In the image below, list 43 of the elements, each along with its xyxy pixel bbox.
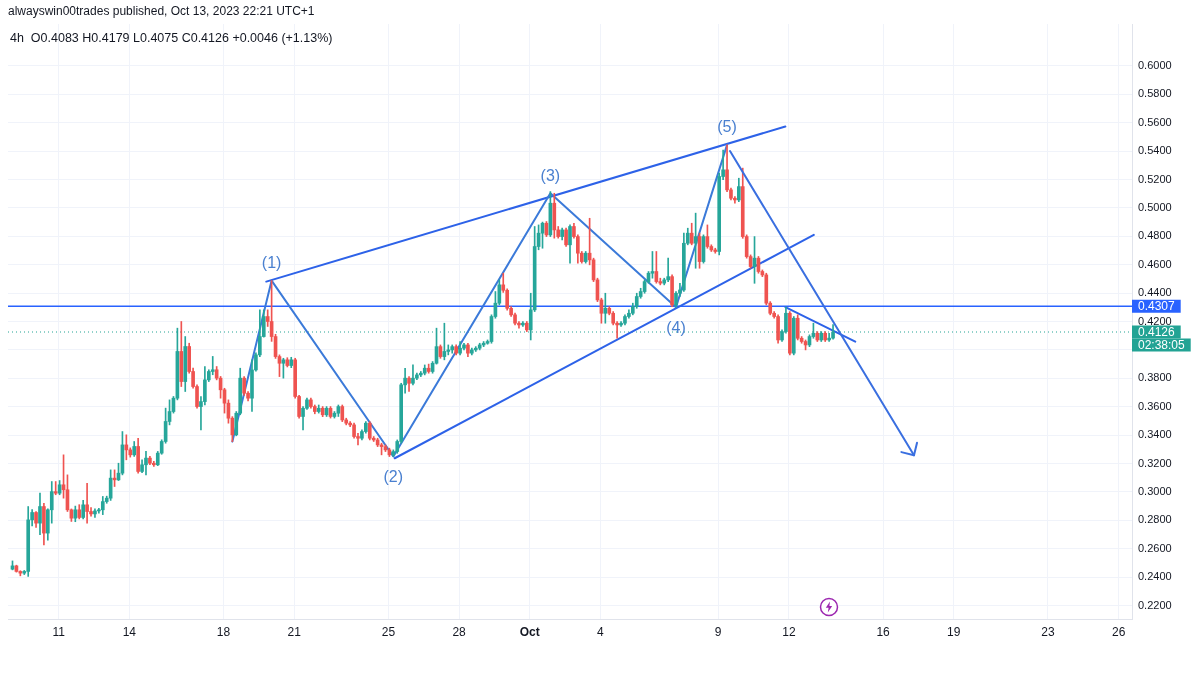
y-tick-label: 0.3600: [1138, 399, 1172, 412]
y-tick-label: 0.2800: [1138, 513, 1172, 526]
x-tick-label: 28: [452, 624, 467, 639]
chart-title: alwayswin00trades published, Oct 13, 2023 22:21 UTC+1: [8, 4, 315, 18]
ref-line-label: 0.4126: [1138, 324, 1176, 339]
y-tick-label: 0.3800: [1138, 371, 1172, 384]
y-tick-label: 0.3400: [1138, 428, 1172, 441]
x-tick-label: Oct: [519, 624, 540, 639]
annotation: (5): [717, 118, 737, 136]
y-tick-label: 0.4400: [1138, 286, 1172, 299]
ref-line-label: 0.4307: [1138, 299, 1176, 314]
y-tick-label: 0.5600: [1138, 115, 1172, 128]
text: 02:38:05: [1138, 337, 1186, 352]
y-tick-label: 0.5200: [1138, 172, 1172, 185]
x-tick-label: 25: [381, 624, 396, 639]
y-tick-label: 0.5800: [1138, 87, 1172, 100]
x-tick-label: 12: [782, 624, 796, 639]
text: 4h O0.4083 H0.4179 L0.4075 C0.4126 +0.0046 (+1.13%): [10, 31, 333, 46]
y-tick-label: 0.3200: [1138, 456, 1172, 469]
annotation: (2): [383, 467, 404, 485]
x-tick-label: 14: [122, 624, 137, 639]
y-tick-label: 0.4600: [1138, 257, 1172, 270]
y-tick-label: 0.4800: [1138, 229, 1172, 242]
annotation: (3): [540, 166, 561, 184]
x-tick-label: 21: [287, 624, 302, 639]
annotation: (4): [666, 318, 686, 336]
y-tick-label: 0.5400: [1138, 144, 1172, 157]
y-tick-label: 0.2600: [1138, 541, 1172, 554]
y-tick-label: 0.2200: [1138, 598, 1172, 611]
x-tick-label: 18: [216, 624, 231, 639]
x-tick-label: 26: [1111, 624, 1126, 639]
x-tick-label: 16: [876, 624, 891, 639]
y-tick-label: 0.6000: [1138, 58, 1172, 71]
x-tick-label: 11: [52, 624, 66, 639]
y-tick-label: 0.2400: [1138, 570, 1172, 583]
annotation: (1): [261, 254, 282, 272]
y-tick-label: 0.5000: [1138, 200, 1172, 213]
y-tick-label: 0.3000: [1138, 484, 1172, 497]
x-tick-label: 4: [597, 624, 605, 639]
x-tick-label: 19: [947, 624, 961, 639]
x-tick-label: 23: [1041, 624, 1055, 639]
y-tick-label: 0.4200: [1138, 314, 1172, 327]
x-tick-label: 9: [714, 624, 722, 639]
